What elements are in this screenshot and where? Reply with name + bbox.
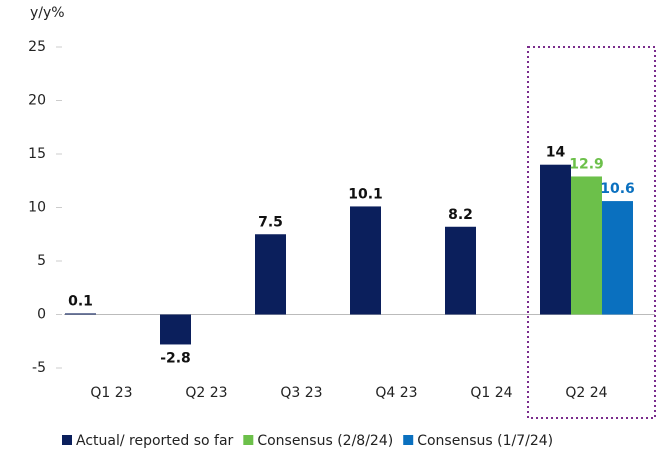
legend-swatch (403, 435, 414, 445)
y-tick-label: 20 (28, 93, 46, 109)
legend-label: Consensus (2/8/24) (257, 433, 393, 449)
legend-swatch (243, 435, 254, 445)
y-tick-label: 25 (28, 39, 46, 55)
x-tick-label: Q3 23 (280, 385, 322, 401)
highlight-box (527, 46, 656, 419)
bar (350, 206, 381, 315)
y-tick-label: 10 (28, 200, 46, 216)
bar (602, 201, 633, 315)
x-tick-label: Q1 23 (90, 385, 132, 401)
value-label: 7.5 (258, 214, 283, 230)
x-tick-label: Q1 24 (470, 385, 512, 401)
x-tick-label: Q2 24 (565, 385, 607, 401)
legend-label: Consensus (1/7/24) (417, 433, 553, 449)
legend-label: Actual/ reported so far (76, 433, 234, 449)
y-tick-label: 0 (37, 307, 46, 323)
x-tick-label: Q2 23 (185, 385, 227, 401)
y-axis-label: y/y% (30, 5, 65, 21)
value-label: 14 (546, 145, 566, 161)
bar (160, 314, 191, 345)
y-tick-label: 15 (28, 146, 46, 162)
bar (540, 164, 571, 315)
bar (571, 176, 602, 315)
bar (255, 234, 286, 315)
legend-swatch (62, 435, 72, 445)
y-tick-label: 5 (37, 253, 46, 269)
bar (445, 226, 476, 315)
bar (65, 313, 96, 315)
y-tick-label: -5 (32, 360, 46, 376)
value-label: 8.2 (448, 207, 473, 223)
value-label: 12.9 (569, 156, 604, 172)
x-tick-label: Q4 23 (375, 385, 417, 401)
value-label: 10.1 (348, 186, 383, 202)
value-label: 10.6 (600, 181, 635, 197)
value-label: -2.8 (160, 350, 191, 366)
value-label: 0.1 (68, 293, 93, 309)
